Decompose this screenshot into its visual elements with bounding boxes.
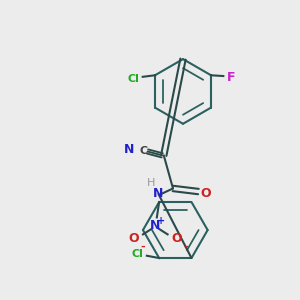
Text: N: N [153,187,164,200]
Text: O: O [172,232,182,245]
Text: H: H [146,178,155,188]
Text: C: C [140,146,148,157]
Text: Cl: Cl [132,249,143,259]
Text: F: F [227,71,235,84]
Text: O: O [201,187,212,200]
Text: Cl: Cl [128,74,140,84]
Text: N: N [150,219,160,232]
Text: O: O [128,232,139,245]
Text: -: - [141,242,145,252]
Text: +: + [158,215,166,226]
Text: N: N [124,143,134,157]
Text: -: - [184,242,188,252]
